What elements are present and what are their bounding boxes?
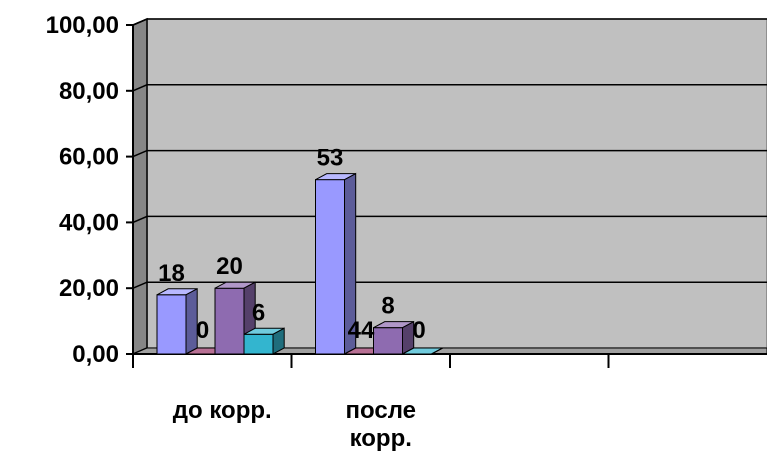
y-tick-label: 100,00: [46, 12, 119, 39]
gridline: [132, 281, 767, 289]
data-label: 44: [348, 317, 375, 344]
x-category-label: после корр.: [346, 397, 416, 452]
bar: [243, 327, 285, 355]
bar-front: [243, 333, 274, 355]
bar-front: [214, 287, 245, 355]
data-label: 8: [381, 293, 394, 320]
data-label: 20: [216, 253, 243, 280]
side-wall: [132, 17, 148, 356]
gridline: [132, 18, 767, 26]
data-label: 0: [412, 317, 425, 344]
data-label: 0: [196, 317, 209, 344]
bar-front: [315, 179, 345, 355]
y-tick-label: 60,00: [59, 144, 119, 171]
bar: [315, 172, 357, 355]
y-tick-label: 80,00: [59, 78, 119, 105]
y-axis-tick-labels: 0,00 20,00 40,00 60,00 80,00 100,00: [46, 12, 119, 368]
gridlines: [132, 18, 767, 289]
gridline: [132, 84, 767, 92]
bar: [156, 287, 198, 355]
bar: [373, 320, 415, 355]
chart-wall: [132, 17, 767, 356]
bar-side: [431, 347, 443, 355]
bar-side: [272, 327, 285, 355]
bar-front: [156, 294, 187, 355]
x-category-label: до корр.: [173, 397, 272, 424]
x-axis-category-labels: до корр. после корр.: [173, 397, 416, 452]
bars: [156, 172, 443, 355]
y-tick-label: 20,00: [59, 275, 119, 302]
y-tick-label: 40,00: [59, 209, 119, 236]
bar-front: [373, 327, 403, 355]
bar: [402, 347, 443, 355]
data-label: 53: [317, 145, 344, 172]
y-tick-label: 0,00: [72, 341, 119, 368]
gridline: [132, 215, 767, 224]
data-label: 18: [158, 260, 185, 287]
data-label: 6: [252, 299, 265, 326]
gridline: [132, 149, 767, 158]
